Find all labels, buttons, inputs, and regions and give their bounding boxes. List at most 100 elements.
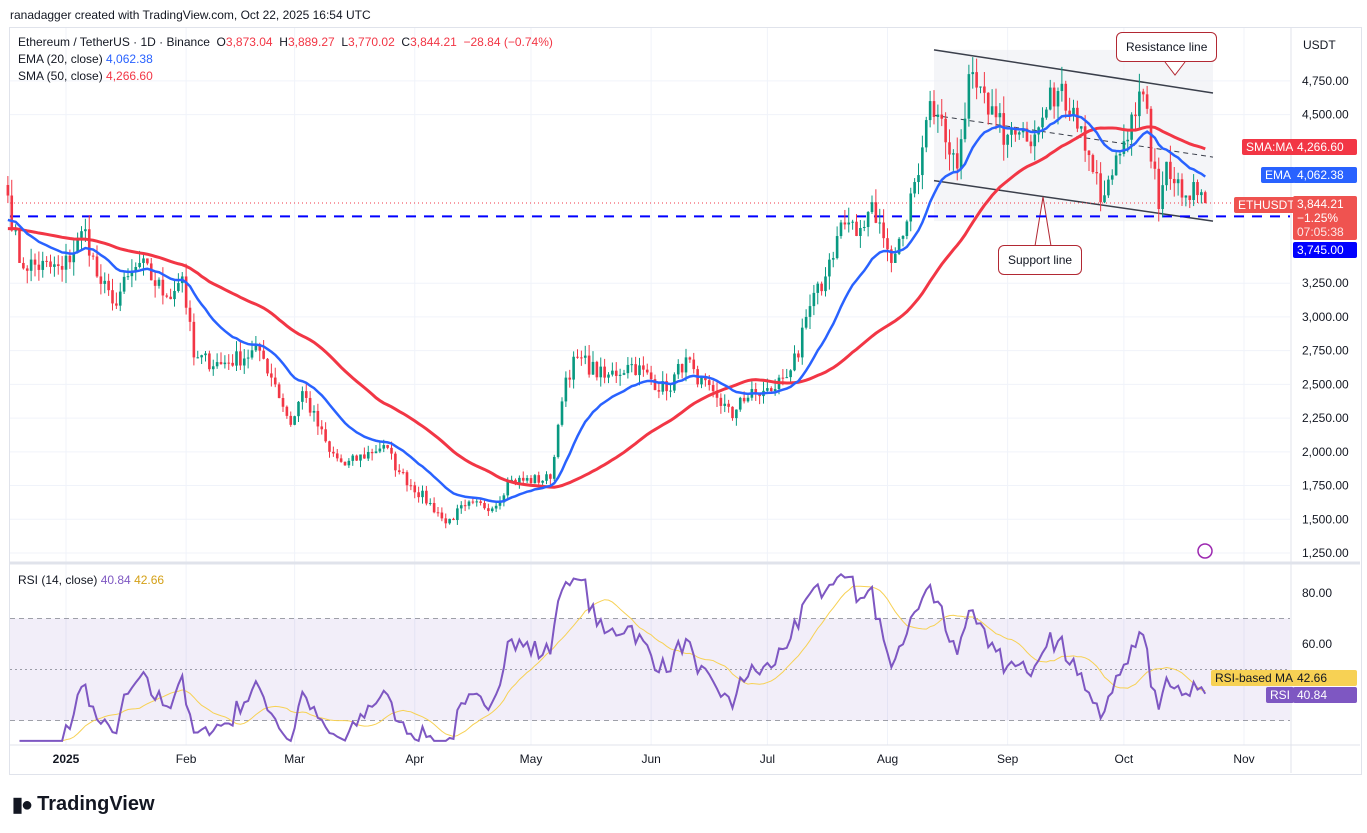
candle-body [1006,134,1009,145]
price-tick-label: 4,500.00 [1302,108,1349,122]
price-tick-label: 4,750.00 [1302,74,1349,88]
candle-body [115,303,118,306]
candle-body [986,92,990,115]
candle-body [785,377,789,379]
candle-body [1087,150,1091,156]
candle-body [1165,161,1168,186]
open-label: O [216,35,226,49]
candle-body [262,350,265,359]
candle-body [432,502,436,513]
price-tick-label: 2,000.00 [1302,445,1349,459]
candle-body [963,118,967,140]
candle-body [103,280,107,284]
candle-body [607,374,610,378]
candle-body [467,501,471,506]
ema-legend[interactable]: EMA (20, close) 4,062.38 [18,52,153,66]
rsi-legend[interactable]: RSI (14, close) 40.84 42.66 [18,573,164,587]
candle-body [816,283,820,293]
candle-body [711,385,715,392]
close-label: C [401,35,411,49]
logo-text: TradingView [37,793,155,815]
candle-body [1056,91,1060,107]
candle-body [766,388,769,391]
currency-label[interactable]: USDT [1303,38,1336,52]
candle-body [64,255,68,270]
candle-body [595,361,599,378]
candle-body [921,147,924,176]
price-tick-label: 1,250.00 [1302,546,1349,560]
candle-body [231,362,234,366]
candle-body [824,276,827,292]
candle-body [738,397,742,410]
candle-body [312,410,316,413]
change-value: −28.84 (−0.74%) [463,35,553,49]
candle-body [924,120,928,148]
tradingview-logo[interactable]: ▮● TradingView [12,792,155,817]
candle-body [715,391,719,398]
rsi-line [19,572,1207,743]
candle-body [1045,109,1048,118]
candle-body [913,182,916,194]
candle-body [700,377,703,385]
candle-body [932,101,936,117]
sma-50-line [7,125,1206,489]
candle-body [1091,155,1095,172]
candle-body [421,490,424,498]
candle-body [444,518,448,524]
high-label: H [279,35,288,49]
candle-body [754,389,758,394]
candle-body [1122,141,1126,154]
time-tick-label: Feb [176,752,197,766]
candle-body [308,397,312,413]
candle-body [122,276,126,292]
candle-body [773,389,777,392]
candle-body [583,355,587,358]
candle-body [793,353,796,371]
candle-body [211,366,215,370]
candle-body [1041,117,1044,128]
candle-body [332,451,335,454]
candle-body [200,355,203,358]
candle-body [533,475,537,484]
time-tick-label: May [520,752,543,766]
candle-body [1010,128,1013,135]
candle-body [68,255,72,263]
candle-body [1076,107,1079,129]
price-tick-label: 3,000.00 [1302,310,1349,324]
candle-body [146,258,149,264]
price-tick-label: 1,500.00 [1302,512,1349,526]
candle-body [855,221,858,236]
sma-legend[interactable]: SMA (50, close) 4,266.60 [18,69,153,83]
candle-body [134,266,138,272]
candle-body [184,276,188,308]
candle-body [727,403,730,407]
candles [6,57,1207,529]
candle-body [297,401,300,417]
candle-body [769,388,773,392]
candle-body [998,113,1002,118]
candle-body [552,456,556,479]
candle-body [76,237,79,253]
candle-body [157,279,161,286]
candle-body [835,236,839,259]
time-tick-label: Oct [1115,752,1134,766]
support-line-label[interactable]: Support line [998,245,1083,275]
chart-frame [9,27,1362,775]
candle-body [196,357,200,359]
sma-value: 4,266.60 [106,69,153,83]
candle-body [723,403,727,406]
candle-body [285,406,289,416]
candle-body [14,230,17,232]
candle-body [576,356,579,358]
resistance-line-label[interactable]: Resistance line [1116,32,1218,62]
candle-body [661,381,665,392]
candle-body [839,222,843,237]
candle-body [425,490,428,504]
rsi-label: RSI (14, close) [18,573,98,587]
candle-body [878,222,882,224]
candle-body [843,222,847,225]
candle-body [560,401,564,425]
symbol-price-tag: 3,844.21 −1.25% 07:05:38 [1293,196,1357,240]
candle-body [483,502,486,509]
